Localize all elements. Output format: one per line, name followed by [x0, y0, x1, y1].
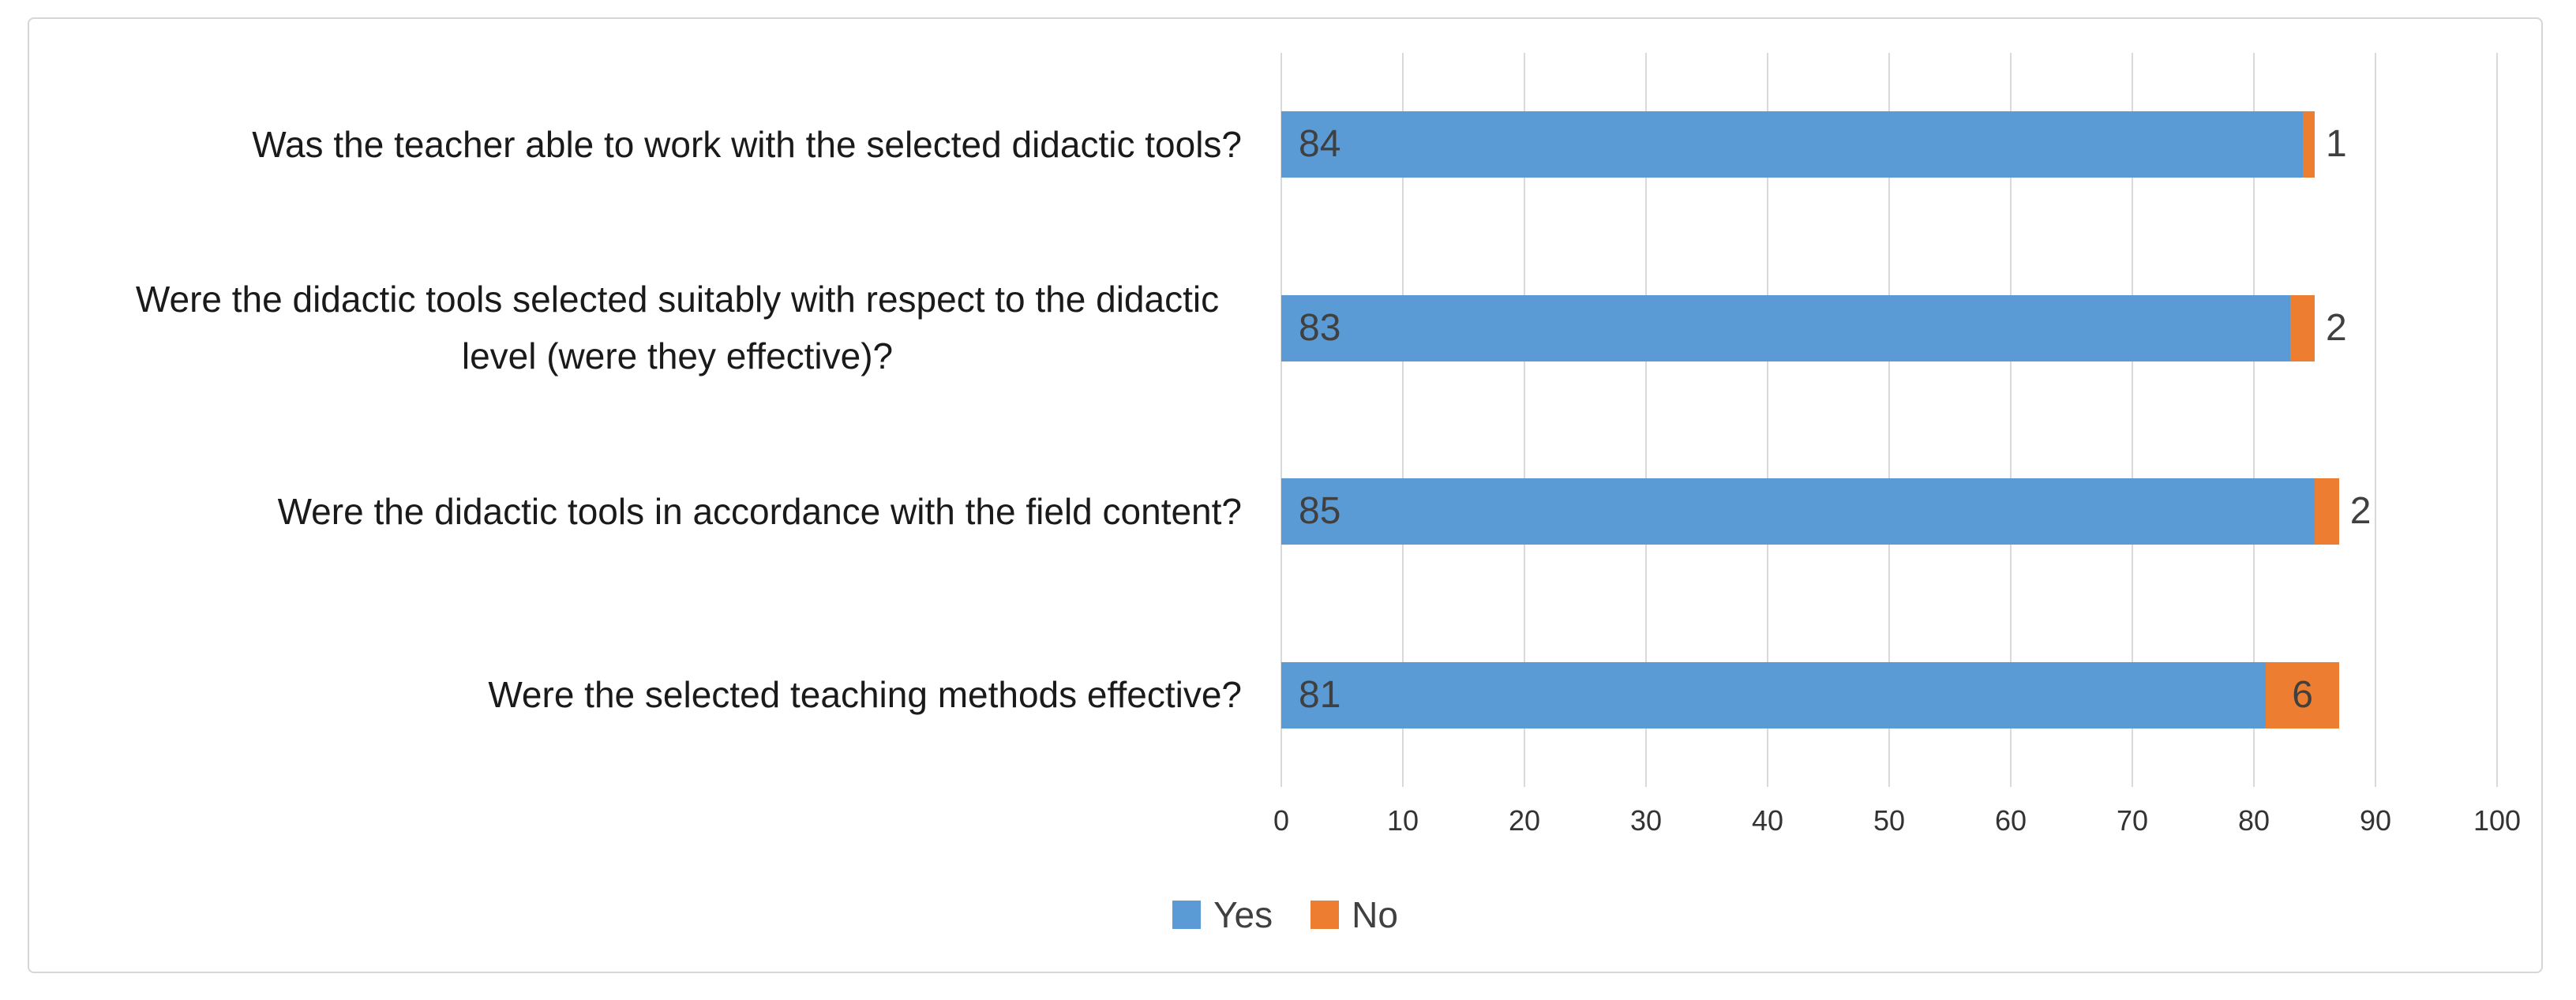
category-label: Were the didactic tools in accordance wi…	[278, 420, 1242, 604]
category-label-text: Were the didactic tools selected suitabl…	[135, 279, 1220, 376]
x-tick-label: 40	[1751, 804, 1784, 837]
legend-swatch-yes-icon	[1172, 901, 1202, 929]
legend-swatch-no-icon	[1310, 901, 1340, 929]
x-tick-label: 100	[2473, 804, 2522, 837]
bar-row: 85 2	[1281, 478, 2497, 545]
category-label: Was the teacher able to work with the se…	[252, 53, 1242, 237]
gridline	[2132, 53, 2133, 787]
bar-value-label-yes: 84	[1299, 123, 1341, 166]
x-tick-label: 90	[2359, 804, 2392, 837]
bar-no-segment	[2302, 111, 2315, 178]
bar-no-segment	[2290, 294, 2315, 361]
gridline	[1645, 53, 1647, 787]
bar-yes-segment	[1281, 661, 2267, 728]
bar-value-label-no: 6	[2292, 673, 2313, 716]
bar-value-label-no: 2	[2349, 490, 2372, 533]
x-tick-label: 30	[1629, 804, 1663, 837]
category-label-text: Were the didactic tools in accordance wi…	[277, 490, 1242, 532]
gridline	[1524, 53, 1525, 787]
x-tick-label: 10	[1386, 804, 1419, 837]
gridline	[2496, 53, 2498, 787]
x-tick-label: 60	[1994, 804, 2027, 837]
legend: Yes No	[29, 897, 2541, 933]
x-tick-label: 80	[2237, 804, 2270, 837]
legend-item-no: No	[1310, 897, 1398, 933]
category-label-text: Were the selected teaching methods effec…	[488, 674, 1242, 716]
legend-item-yes: Yes	[1172, 897, 1273, 933]
legend-label: No	[1352, 894, 1398, 935]
bar-no-segment	[2315, 478, 2339, 545]
x-tick-label: 20	[1508, 804, 1541, 837]
bar-row: 84 1	[1281, 111, 2497, 178]
gridline	[2253, 53, 2255, 787]
gridline	[1402, 53, 1404, 787]
chart-frame: 84 1 83 2 85 2 81 6 Was the teacher able to wor…	[28, 17, 2543, 973]
bar-value-label-yes: 85	[1299, 490, 1341, 533]
x-tick-label: 70	[2116, 804, 2149, 837]
bar-yes-segment	[1281, 111, 2303, 178]
bar-value-label-yes: 81	[1299, 673, 1341, 716]
x-tick-label: 50	[1873, 804, 1906, 837]
bar-row: 81 6	[1281, 661, 2497, 728]
gridline	[2010, 53, 2012, 787]
category-label: Were the didactic tools selected suitabl…	[113, 237, 1242, 421]
category-label: Were the selected teaching methods effec…	[488, 604, 1242, 788]
bar-row: 83 2	[1281, 294, 2497, 361]
gridline	[1281, 53, 1282, 787]
bar-value-label-no: 2	[2326, 306, 2347, 349]
bar-value-label-yes: 83	[1299, 306, 1341, 349]
gridline	[2375, 53, 2376, 787]
x-tick-label: 0	[1273, 804, 1290, 837]
gridline	[1888, 53, 1890, 787]
category-label-text: Was the teacher able to work with the se…	[252, 123, 1242, 165]
bar-no-segment	[2266, 661, 2339, 728]
gridline	[1767, 53, 1768, 787]
plot-area: 84 1 83 2 85 2 81 6	[1281, 53, 2498, 787]
bar-value-label-no: 1	[2326, 123, 2347, 166]
bar-yes-segment	[1281, 294, 2291, 361]
bar-yes-segment	[1281, 478, 2315, 545]
legend-label: Yes	[1213, 894, 1273, 935]
